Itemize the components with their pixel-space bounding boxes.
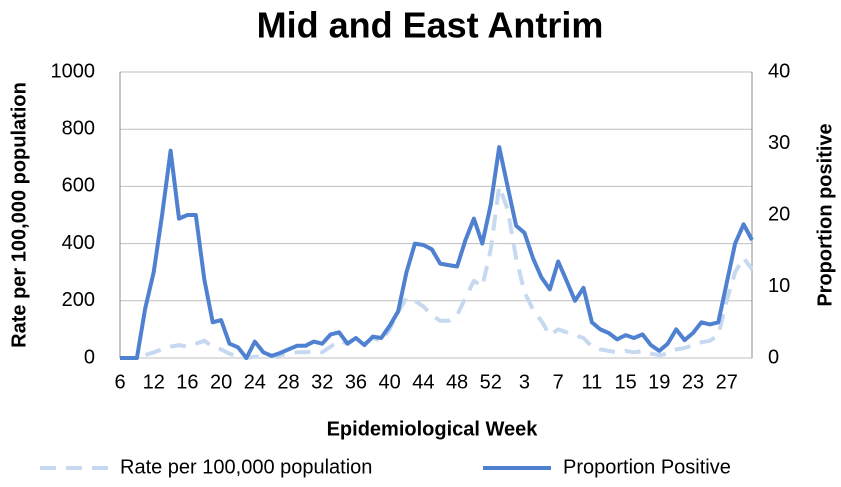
x-tick-label: 44 <box>412 371 434 393</box>
y-tick-label: 200 <box>62 289 95 311</box>
y-axis-title: Rate per 100,000 population <box>8 82 30 348</box>
x-axis-title: Epidemiological Week <box>327 418 539 440</box>
y-tick-label: 800 <box>62 117 95 139</box>
chart-title: Mid and East Antrim <box>257 5 604 46</box>
series-line <box>120 184 754 360</box>
y2-tick-label: 40 <box>768 60 790 82</box>
x-tick-label: 20 <box>210 371 232 393</box>
x-tick-label: 12 <box>143 371 165 393</box>
y-tick-label: 0 <box>84 346 95 368</box>
x-tick-label: 36 <box>345 371 367 393</box>
series-line <box>120 145 754 360</box>
x-tick-label: 6 <box>114 371 125 393</box>
x-tick-label: 16 <box>176 371 198 393</box>
y2-tick-label: 0 <box>768 346 779 368</box>
y2-tick-label: 10 <box>768 275 790 297</box>
y2-tick-label: 20 <box>768 203 790 225</box>
y2-tick-label: 30 <box>768 132 790 154</box>
x-tick-label: 27 <box>716 371 738 393</box>
x-tick-label: 40 <box>379 371 401 393</box>
x-tick-label: 24 <box>244 371 266 393</box>
y-tick-label: 400 <box>62 232 95 254</box>
x-tick-label: 32 <box>311 371 333 393</box>
x-tick-label: 48 <box>446 371 468 393</box>
x-tick-label: 19 <box>648 371 670 393</box>
legend-label: Rate per 100,000 population <box>120 456 372 478</box>
x-tick-label: 15 <box>614 371 636 393</box>
y2-axis-title: Proportion positive <box>814 123 836 306</box>
x-tick-label: 7 <box>553 371 564 393</box>
x-tick-label: 23 <box>682 371 704 393</box>
x-tick-label: 3 <box>519 371 530 393</box>
legend-label: Proportion Positive <box>563 456 731 478</box>
x-tick-label: 28 <box>277 371 299 393</box>
y-tick-label: 1000 <box>51 60 96 82</box>
x-tick-label: 11 <box>582 371 603 393</box>
y-tick-label: 600 <box>62 175 95 197</box>
x-tick-label: 52 <box>480 371 502 393</box>
